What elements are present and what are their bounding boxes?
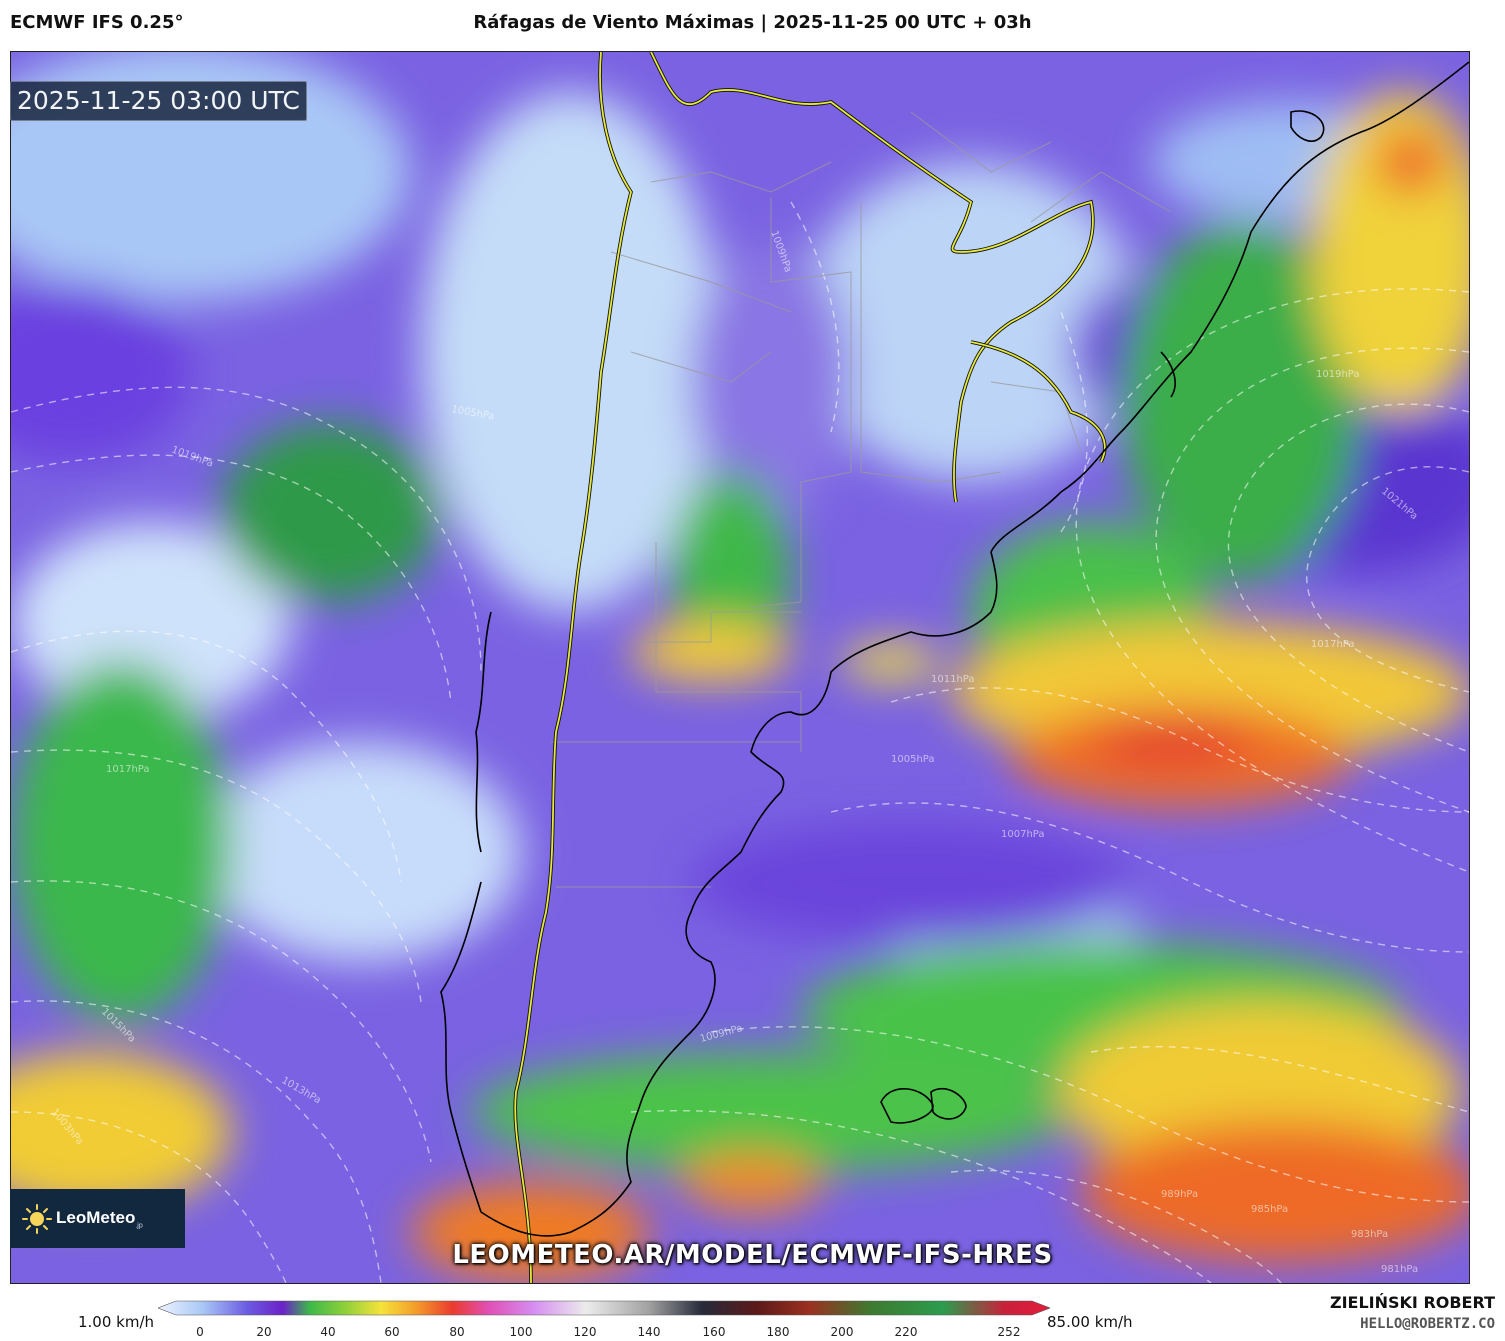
scale-max-label: 85.00 km/h [1047,1313,1133,1331]
scale-tick: 120 [573,1325,597,1339]
isobar-label: 1011hPa [931,674,975,685]
scale-tick: 20 [256,1325,272,1339]
isobar-label: 983hPa [1351,1229,1388,1240]
isobar-label: 1017hPa [106,764,150,775]
model-label: ECMWF IFS 0.25° [10,12,184,33]
isobar-label: 1017hPa [1311,639,1355,650]
scale-tick-labels: 0 20 40 60 80 100 120 140 160 180 200 22… [0,1325,1505,1341]
source-watermark: LEOMETEO.AR/MODEL/ECMWF-IFS-HRES [452,1240,1053,1270]
scale-tick: 80 [449,1325,465,1339]
timestamp-badge: 2025-11-25 03:00 UTC [10,81,307,121]
scale-tick: 100 [509,1325,533,1339]
isobar-label: 989hPa [1161,1189,1198,1200]
scale-tick: 40 [320,1325,336,1339]
coastlines [440,61,1469,1237]
scale-tick: 200 [830,1325,854,1339]
scale-tick: 180 [766,1325,790,1339]
scale-min-label: 1.00 km/h [78,1313,155,1331]
scale-tick: 60 [384,1325,400,1339]
provincial-borders [551,111,1172,888]
logo-text: LeoMeteo.jp [56,1207,143,1230]
isobar-label: 1019hPa [1316,369,1360,380]
contact-email[interactable]: HELLO@ROBERTZ.CO [1360,1316,1495,1332]
sun-icon [22,1203,52,1234]
author-credit: ZIELIŃSKI ROBERT [1329,1293,1495,1312]
leometeo-logo[interactable]: LeoMeteo.jp [10,1189,185,1248]
scale-tick: 160 [702,1325,726,1339]
scale-tick: 252 [997,1325,1021,1339]
scale-tick: 140 [637,1325,661,1339]
isobar-label: 1005hPa [891,754,935,765]
wind-gust-map[interactable]: 1019hPa 1017hPa 1015hPa 1013hPa 1011hPa … [10,51,1470,1284]
map-title: Ráfagas de Viento Máximas | 2025-11-25 0… [473,12,1032,33]
national-borders [513,52,1107,1283]
scale-tick: 220 [894,1325,918,1339]
isobars [11,201,1469,1283]
isobar-label: 985hPa [1251,1204,1288,1215]
isobar-label: 1007hPa [1001,829,1045,840]
scale-tick: 0 [196,1325,204,1339]
isobar-label: 981hPa [1381,1264,1418,1275]
color-scale-bar [158,1300,1050,1316]
map-canvas: 1019hPa 1017hPa 1015hPa 1013hPa 1011hPa … [11,52,1469,1283]
